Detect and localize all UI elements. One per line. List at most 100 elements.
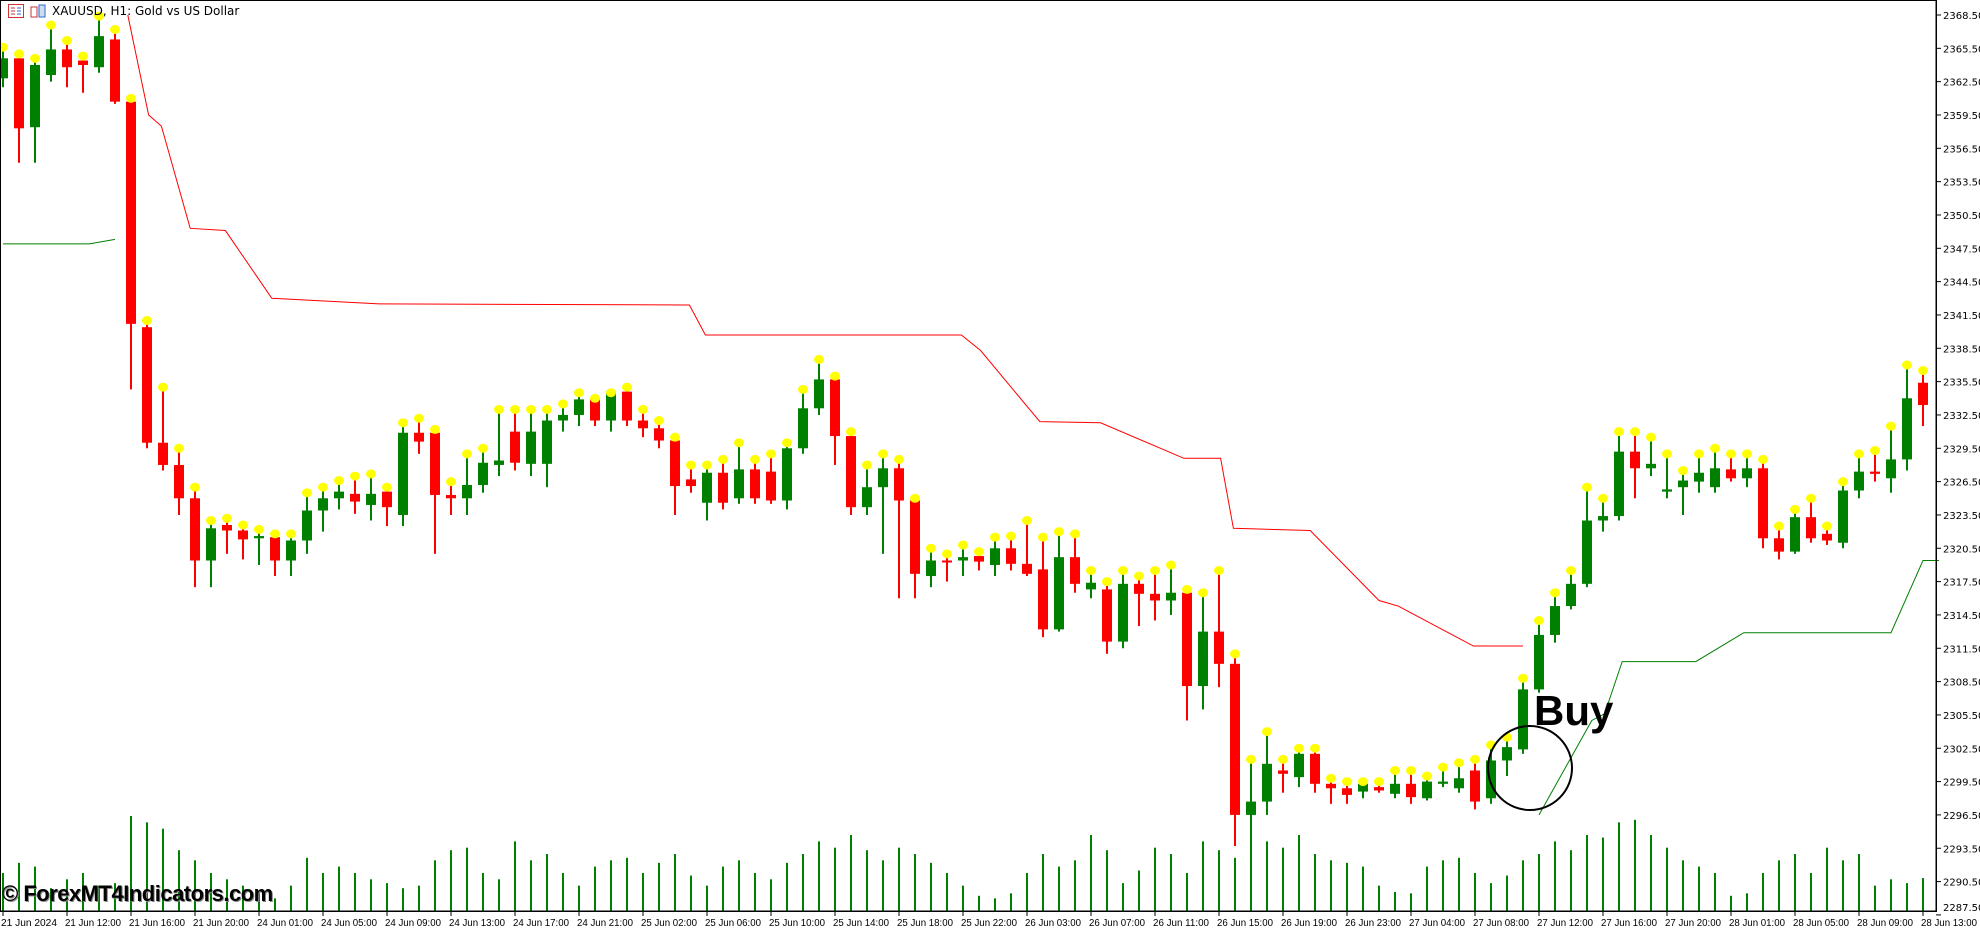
high-dot — [1422, 771, 1432, 781]
candle — [734, 438, 744, 504]
price-tick-label: 2314.50 — [1943, 611, 1980, 622]
high-dot — [1742, 449, 1752, 459]
candle-body — [270, 537, 280, 561]
candle-body — [766, 471, 776, 501]
time-tick-label: 25 Jun 18:00 — [897, 918, 953, 928]
indicator-lines — [3, 14, 1939, 816]
high-dot — [78, 51, 88, 61]
price-tick-label: 2356.50 — [1943, 144, 1980, 155]
candle — [1086, 566, 1096, 599]
candle — [1070, 529, 1080, 593]
high-dot — [1630, 427, 1640, 437]
candle-body — [302, 510, 312, 541]
high-dot — [382, 482, 392, 492]
high-dot — [446, 477, 456, 487]
high-dot — [718, 454, 728, 464]
candle — [1774, 521, 1784, 560]
candle-body — [398, 432, 408, 515]
candle-body — [1742, 468, 1752, 479]
candle-body — [1774, 538, 1784, 552]
candle-body — [1854, 471, 1864, 491]
candle — [1230, 649, 1240, 847]
candle-body — [62, 49, 72, 68]
high-dot — [766, 449, 776, 459]
chart-list-icon[interactable] — [8, 4, 24, 18]
high-dot — [910, 493, 920, 503]
high-dot — [526, 404, 536, 414]
price-tick-label: 2341.50 — [1943, 311, 1980, 322]
high-dot — [1342, 777, 1352, 787]
price-tick-label: 2347.50 — [1943, 244, 1980, 255]
high-dot — [1262, 727, 1272, 737]
candle-body — [1118, 583, 1128, 642]
chart-properties-icon[interactable] — [30, 4, 46, 18]
candle-body — [222, 524, 232, 531]
candle-body — [1646, 463, 1656, 469]
candle-body — [206, 528, 216, 561]
time-tick-label: 28 Jun 05:00 — [1793, 918, 1849, 928]
price-tick-label: 2323.50 — [1943, 511, 1980, 522]
candle-body — [350, 493, 360, 502]
candle-body — [1006, 548, 1016, 564]
high-dot — [1566, 566, 1576, 575]
price-tick-label: 2335.50 — [1943, 378, 1980, 389]
candle — [350, 471, 360, 514]
high-dot — [1326, 773, 1336, 783]
high-dot — [366, 469, 376, 479]
candle — [718, 454, 728, 510]
high-dot — [590, 393, 600, 403]
candle — [222, 513, 232, 554]
candle-body — [638, 420, 648, 429]
candle — [1262, 727, 1272, 815]
candle — [430, 424, 440, 554]
candle-body — [366, 493, 376, 505]
price-tick-label: 2362.50 — [1943, 78, 1980, 89]
candle-body — [734, 469, 744, 499]
high-dot — [894, 454, 904, 464]
candle-body — [1326, 783, 1336, 789]
candle — [1294, 743, 1304, 788]
candle-body — [1150, 593, 1160, 601]
time-tick-label: 27 Jun 12:00 — [1537, 918, 1593, 928]
time-tick-label: 24 Jun 01:00 — [257, 918, 313, 928]
high-dot — [1774, 521, 1784, 531]
candle-body — [894, 468, 904, 501]
high-dot — [670, 432, 680, 442]
candle-body — [1134, 583, 1144, 594]
candle — [1886, 421, 1896, 493]
candle — [1854, 449, 1864, 499]
candle-body — [1822, 533, 1832, 541]
candle — [926, 543, 936, 588]
time-tick-label: 21 Jun 2024 — [1, 918, 57, 928]
high-dot — [1086, 566, 1096, 575]
high-dot — [1278, 754, 1288, 764]
time-tick-label: 28 Jun 13:00 — [1921, 918, 1977, 928]
candle — [1758, 454, 1768, 549]
high-dot — [62, 36, 72, 46]
price-tick-label: 2338.50 — [1943, 344, 1980, 355]
high-dot — [1246, 754, 1256, 764]
candle — [190, 482, 200, 588]
candle — [494, 404, 504, 477]
candle — [1038, 532, 1048, 638]
candle-body — [942, 560, 952, 563]
candle-body — [862, 487, 872, 508]
candle-body — [1038, 569, 1048, 630]
candle — [1662, 449, 1672, 499]
high-dot — [1790, 504, 1800, 514]
candle-body — [1022, 563, 1032, 574]
candle-body — [382, 491, 392, 508]
high-dot — [206, 516, 216, 526]
high-dot — [622, 382, 632, 392]
candle-body — [1534, 634, 1544, 690]
high-dot — [1214, 566, 1224, 575]
high-dot — [1550, 588, 1560, 598]
candle — [1678, 466, 1688, 515]
high-dot — [1374, 777, 1384, 787]
candle — [174, 443, 184, 515]
high-dot — [1198, 588, 1208, 598]
high-dot — [1822, 521, 1832, 531]
high-dot — [254, 524, 264, 534]
high-dot — [0, 42, 8, 52]
